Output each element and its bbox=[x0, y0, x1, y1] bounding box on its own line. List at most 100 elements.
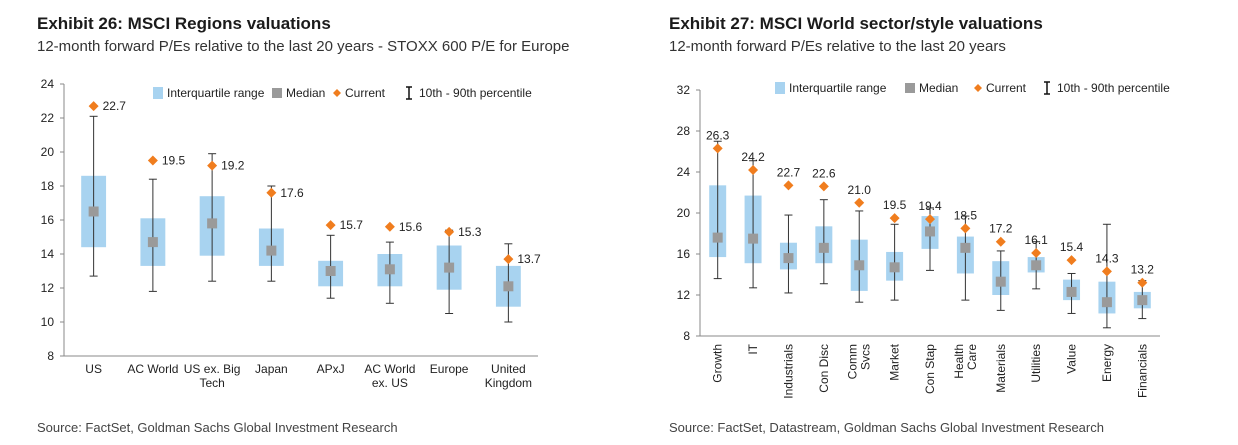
sectors-category-label: Energy bbox=[1100, 344, 1114, 382]
regions-category-label: APxJ bbox=[317, 362, 345, 376]
regions-legend-range-label: 10th - 90th percentile bbox=[419, 86, 532, 100]
regions-median-marker bbox=[503, 281, 514, 292]
exhibit-27-source: Source: FactSet, Datastream, Goldman Sac… bbox=[669, 420, 1104, 435]
sectors-y-tick-label: 16 bbox=[677, 247, 691, 261]
sectors-median-marker bbox=[1101, 297, 1112, 308]
sectors-median-marker bbox=[854, 260, 865, 271]
sectors-category-label: IT bbox=[746, 343, 760, 354]
regions-current-marker bbox=[266, 187, 277, 198]
regions-y-tick-label: 22 bbox=[41, 111, 55, 125]
regions-y-tick-label: 14 bbox=[41, 247, 55, 261]
sectors-median-marker bbox=[1066, 286, 1077, 297]
regions-y-tick-label: 16 bbox=[41, 213, 55, 227]
regions-current-marker bbox=[207, 160, 218, 171]
sectors-current-label: 19.4 bbox=[918, 199, 942, 213]
regions-current-marker bbox=[444, 226, 455, 237]
sectors-current-marker bbox=[818, 181, 829, 192]
regions-median-marker bbox=[88, 206, 99, 217]
sectors-y-tick-label: 24 bbox=[677, 165, 691, 179]
exhibit-26-source: Source: FactSet, Goldman Sachs Global In… bbox=[37, 420, 398, 435]
regions-current-label: 15.6 bbox=[399, 220, 423, 234]
sectors-category-label-group: Materials bbox=[994, 344, 1008, 393]
regions-category-label: AC World bbox=[127, 362, 178, 376]
regions-current-label: 17.6 bbox=[280, 186, 304, 200]
sectors-current-label: 24.2 bbox=[741, 150, 765, 164]
sectors-category-label: Utilities bbox=[1029, 344, 1043, 383]
sectors-current-label: 19.5 bbox=[883, 198, 907, 212]
sectors-category-label-group: Con Stap bbox=[923, 344, 937, 394]
sectors-category-label: Market bbox=[888, 343, 902, 380]
sectors-category-label-group: IT bbox=[746, 343, 760, 354]
regions-median-marker bbox=[444, 262, 455, 273]
exhibit-26-title: Exhibit 26: MSCI Regions valuations bbox=[37, 14, 331, 33]
sectors-legend-median-label: Median bbox=[919, 81, 958, 95]
sectors-legend-range-label: 10th - 90th percentile bbox=[1057, 81, 1170, 95]
sectors-current-label: 26.3 bbox=[706, 128, 730, 142]
sectors-current-marker bbox=[783, 180, 794, 191]
sectors-current-marker bbox=[712, 143, 723, 154]
sectors-category-label: Comm bbox=[846, 344, 860, 379]
regions-category-label: Europe bbox=[430, 362, 469, 376]
sectors-current-marker bbox=[960, 223, 971, 234]
sectors-current-marker bbox=[854, 197, 865, 208]
regions-current-label: 15.3 bbox=[458, 225, 482, 239]
sectors-current-label: 13.2 bbox=[1131, 263, 1155, 277]
regions-current-marker bbox=[88, 101, 99, 112]
sectors-category-label-group: Comm Svcs bbox=[846, 344, 873, 379]
regions-current-label: 19.5 bbox=[162, 154, 186, 168]
sectors-current-marker bbox=[1066, 255, 1077, 266]
sectors-category-label: Industrials bbox=[781, 344, 795, 399]
sectors-category-label-group: Health Care bbox=[952, 344, 979, 379]
regions-y-tick-label: 24 bbox=[41, 77, 55, 91]
sectors-current-marker bbox=[889, 213, 900, 224]
regions-current-label: 13.7 bbox=[517, 252, 541, 266]
sectors-current-marker bbox=[925, 214, 935, 225]
regions-median-marker bbox=[384, 264, 395, 275]
regions-current-marker bbox=[325, 220, 336, 231]
regions-y-tick-label: 18 bbox=[41, 179, 55, 193]
regions-legend-median-label: Median bbox=[286, 86, 325, 100]
sectors-category-label: Health bbox=[952, 344, 966, 379]
regions-current-marker bbox=[384, 221, 395, 232]
regions-category-label: United bbox=[491, 362, 526, 376]
sectors-category-label-group: Industrials bbox=[781, 344, 795, 399]
regions-median-marker bbox=[147, 237, 158, 248]
sectors-median-marker bbox=[925, 226, 935, 237]
regions-legend-current-marker bbox=[333, 89, 341, 97]
regions-y-tick-label: 12 bbox=[41, 281, 55, 295]
sectors-current-label: 18.5 bbox=[954, 208, 978, 222]
sectors-y-tick-label: 20 bbox=[677, 206, 691, 220]
sectors-current-label: 22.6 bbox=[812, 166, 836, 180]
regions-category-label: Japan bbox=[255, 362, 288, 376]
sectors-category-label-group: Energy bbox=[1100, 344, 1114, 382]
sectors-category-label: Care bbox=[965, 344, 979, 370]
sectors-legend-current-marker bbox=[974, 84, 982, 92]
sectors-median-marker bbox=[783, 253, 794, 264]
sectors-legend-current-label: Current bbox=[986, 81, 1027, 95]
regions-category-label: US ex. Big bbox=[184, 362, 241, 376]
sectors-legend-range-marker bbox=[1044, 81, 1050, 95]
sectors-median-marker bbox=[889, 262, 900, 273]
sectors-category-label-group: Growth bbox=[711, 344, 725, 383]
regions-category-label: Kingdom bbox=[485, 376, 532, 390]
sectors-current-label: 22.7 bbox=[777, 165, 801, 179]
sectors-category-label-group: Market bbox=[888, 343, 902, 380]
sectors-legend-median-swatch bbox=[905, 83, 915, 93]
exhibit-26-subtitle: 12-month forward P/Es relative to the la… bbox=[37, 38, 570, 55]
sectors-legend-iqr-label: Interquartile range bbox=[789, 81, 887, 95]
sectors-y-tick-label: 32 bbox=[677, 83, 691, 97]
sectors-legend-iqr-swatch bbox=[775, 82, 785, 94]
regions-legend-iqr-label: Interquartile range bbox=[167, 86, 265, 100]
sectors-category-label: Growth bbox=[711, 344, 725, 383]
regions-legend-iqr-swatch bbox=[153, 87, 163, 99]
sectors-median-marker bbox=[995, 276, 1006, 287]
sectors-current-marker bbox=[1031, 247, 1042, 258]
regions-category-label: AC World bbox=[364, 362, 415, 376]
regions-category-label: ex. US bbox=[372, 376, 408, 390]
regions-category-label: US bbox=[85, 362, 102, 376]
sectors-current-label: 15.4 bbox=[1060, 240, 1084, 254]
sectors-current-marker bbox=[1137, 277, 1148, 288]
sectors-category-label: Con Stap bbox=[923, 344, 937, 394]
